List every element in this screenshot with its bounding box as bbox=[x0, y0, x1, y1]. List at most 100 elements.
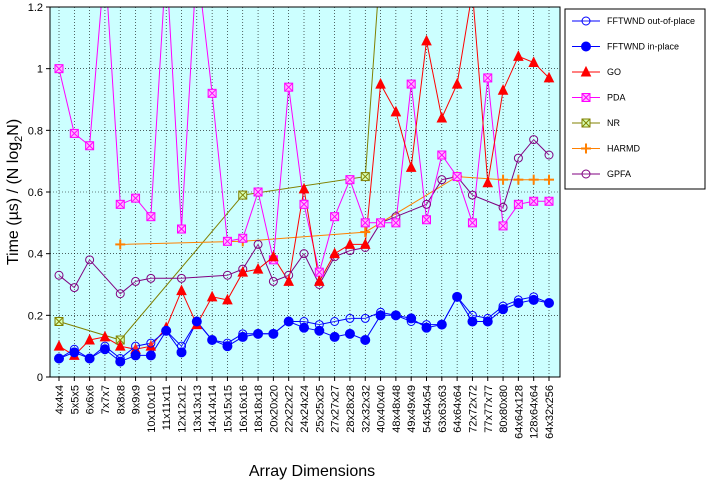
x-tick-label: 7x7x7 bbox=[100, 385, 112, 414]
data-point bbox=[376, 218, 386, 228]
data-point bbox=[421, 34, 432, 46]
data-point bbox=[513, 199, 523, 209]
data-point bbox=[238, 190, 248, 200]
data-point bbox=[513, 50, 524, 61]
x-tick-label: 15x15x15 bbox=[222, 385, 234, 433]
y-tick-label: 1.2 bbox=[28, 2, 43, 14]
data-point bbox=[498, 221, 508, 231]
data-point bbox=[544, 196, 554, 206]
data-point bbox=[529, 135, 539, 145]
data-point bbox=[238, 233, 248, 243]
data-point bbox=[115, 289, 125, 299]
x-tick-label: 54x54x54 bbox=[422, 385, 434, 433]
data-point bbox=[299, 322, 309, 333]
x-tick-label: 16x16x16 bbox=[238, 385, 250, 433]
data-point bbox=[284, 82, 294, 92]
x-tick-label: 25x25x25 bbox=[314, 385, 326, 433]
data-point bbox=[115, 356, 126, 367]
data-point bbox=[452, 291, 463, 302]
data-point bbox=[54, 64, 64, 74]
data-point bbox=[54, 317, 64, 326]
x-tick-label: 128x64x64 bbox=[529, 385, 541, 439]
data-point bbox=[436, 319, 447, 330]
x-tick-label: 14x14x14 bbox=[207, 385, 219, 433]
data-point bbox=[330, 317, 340, 326]
data-point bbox=[391, 218, 401, 228]
data-point bbox=[375, 77, 386, 89]
data-point bbox=[268, 250, 279, 262]
x-tick-label: 24x24x24 bbox=[299, 385, 311, 433]
data-point bbox=[53, 340, 65, 351]
x-tick-label: 9x9x9 bbox=[131, 385, 143, 414]
data-point bbox=[513, 298, 524, 308]
data-point bbox=[437, 150, 447, 160]
data-point bbox=[176, 284, 187, 296]
data-point bbox=[54, 353, 64, 364]
x-tick-label: 5x5x5 bbox=[69, 385, 81, 414]
data-point bbox=[145, 350, 156, 361]
legend-marker bbox=[581, 143, 591, 154]
data-point bbox=[207, 88, 217, 98]
data-point bbox=[268, 328, 279, 339]
y-axis-title-part-c: N) bbox=[5, 119, 22, 136]
data-point bbox=[298, 182, 310, 194]
data-point bbox=[451, 77, 463, 89]
data-point bbox=[543, 71, 555, 83]
data-point bbox=[467, 218, 477, 228]
x-tick-label: 10x10x10 bbox=[146, 385, 158, 433]
data-point bbox=[329, 331, 340, 342]
y-tick-label: 1 bbox=[37, 64, 43, 76]
data-point bbox=[222, 236, 232, 246]
data-point bbox=[498, 202, 508, 212]
data-point bbox=[146, 338, 156, 348]
data-point bbox=[529, 196, 539, 206]
data-point bbox=[422, 215, 431, 225]
legend: FFTWND out-of-place FFTWND in-place GO PDA N… bbox=[572, 16, 695, 179]
x-tick-label: 6x6x6 bbox=[85, 385, 97, 414]
x-tick-label: 18x18x18 bbox=[253, 385, 265, 433]
data-point bbox=[375, 310, 386, 321]
legend-marker bbox=[581, 93, 591, 102]
data-point bbox=[483, 73, 493, 83]
data-point bbox=[191, 316, 202, 327]
data-point bbox=[498, 304, 509, 315]
data-point bbox=[206, 290, 218, 302]
series-line bbox=[58, 295, 550, 360]
data-point bbox=[283, 316, 294, 327]
data-point bbox=[528, 294, 539, 305]
data-point bbox=[498, 174, 509, 185]
y-axis-title-part-b: s) / (N log bbox=[5, 142, 22, 211]
data-point bbox=[528, 56, 539, 67]
data-point bbox=[146, 273, 156, 283]
data-point bbox=[513, 174, 524, 185]
data-point bbox=[299, 249, 309, 259]
legend-marker bbox=[581, 16, 591, 26]
data-point bbox=[69, 283, 79, 293]
data-point bbox=[422, 199, 431, 209]
data-point bbox=[314, 325, 325, 336]
legend-marker bbox=[580, 65, 592, 77]
data-point bbox=[85, 141, 95, 151]
data-point bbox=[99, 344, 110, 355]
data-point bbox=[99, 330, 111, 342]
data-point bbox=[130, 350, 141, 361]
x-tick-label: 11x11x11 bbox=[161, 385, 173, 430]
data-point bbox=[299, 199, 309, 209]
data-point bbox=[314, 267, 324, 277]
y-axis-title-mu: µ bbox=[5, 211, 22, 220]
x-tick-label: 77x77x77 bbox=[483, 385, 495, 433]
x-tick-label: 28x28x28 bbox=[345, 385, 357, 433]
data-point bbox=[528, 174, 539, 185]
data-point bbox=[436, 111, 448, 123]
data-point bbox=[544, 150, 554, 160]
y-axis-title-subscript: 2 bbox=[13, 136, 25, 142]
x-tick-label: 13x13x13 bbox=[192, 385, 204, 433]
data-point bbox=[115, 239, 126, 250]
data-point bbox=[544, 174, 554, 185]
data-point bbox=[161, 325, 172, 336]
legend-marker bbox=[581, 41, 591, 52]
data-point bbox=[390, 310, 401, 321]
data-point bbox=[345, 175, 355, 185]
data-point bbox=[359, 238, 371, 249]
legend-label: FFTWND out-of-place bbox=[607, 16, 695, 26]
